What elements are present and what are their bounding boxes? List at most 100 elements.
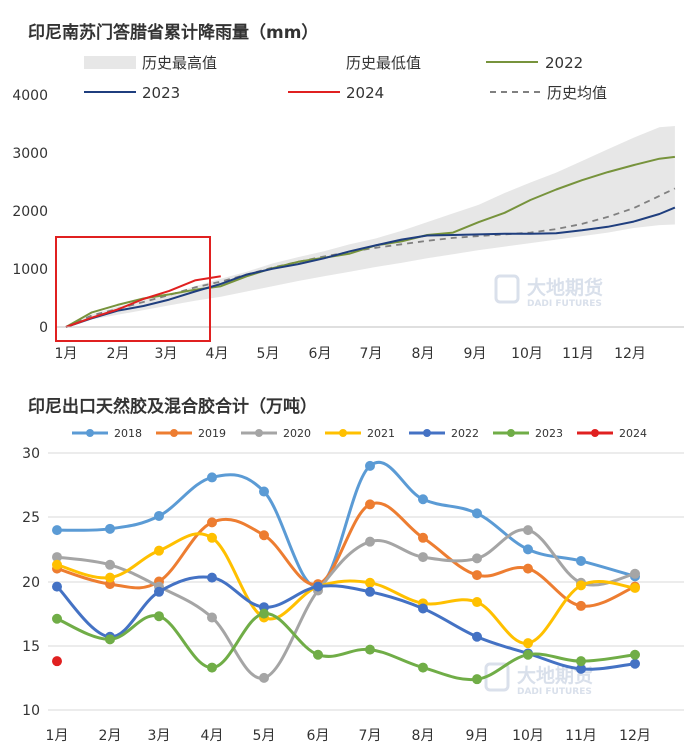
point-2022	[418, 603, 428, 614]
x-tick-label: 4月	[206, 346, 229, 362]
point-2019	[259, 530, 269, 541]
y-tick-label: 20	[22, 575, 40, 591]
rainfall-y-axis: 4000 3000 2000 1000 0	[12, 88, 48, 336]
point-2021	[472, 597, 482, 608]
rainfall-legend: 历史最高值 历史最低值 2022 2023 2024 历史均值	[84, 54, 607, 102]
point-2021	[207, 532, 217, 543]
x-tick-label: 1月	[55, 346, 78, 362]
point-2021	[523, 638, 533, 649]
point-2018	[472, 508, 482, 519]
x-tick-label: 7月	[360, 346, 383, 362]
export-chart: 印尼出口天然胶及混合胶合计（万吨） 2018 2019 2020 2021 2022 20…	[22, 396, 684, 744]
point-2022	[52, 581, 62, 592]
point-2018	[207, 472, 217, 483]
point-2018	[52, 525, 62, 536]
export-plot	[52, 460, 640, 685]
x-tick-label: 10月	[512, 728, 544, 744]
watermark-en: DADI FUTURES	[527, 299, 602, 309]
point-2018	[418, 494, 428, 505]
point-2021	[105, 572, 115, 583]
point-2018	[259, 486, 269, 497]
point-2021	[365, 577, 375, 588]
point-2019	[365, 499, 375, 510]
y-tick-label: 0	[39, 320, 48, 336]
point-2023	[576, 656, 586, 667]
point-2022	[154, 586, 164, 597]
x-tick-label: 3月	[155, 346, 178, 362]
point-2023	[52, 613, 62, 624]
series-line-2024	[65, 275, 221, 328]
x-tick-label: 8月	[412, 728, 435, 744]
point-2020	[259, 672, 269, 683]
series-line-2018	[55, 460, 637, 589]
point-2024	[52, 656, 62, 667]
point-2023	[105, 634, 115, 645]
x-tick-label: 3月	[148, 728, 171, 744]
x-tick-label: 6月	[309, 346, 332, 362]
point-2018	[154, 510, 164, 521]
legend-label-2022: 2022	[545, 54, 583, 72]
point-2023	[630, 649, 640, 660]
point-2020	[105, 559, 115, 570]
x-tick-label: 11月	[565, 728, 597, 744]
legend-marker-2023	[507, 429, 515, 437]
legend-label-hist-max: 历史最高值	[142, 54, 217, 72]
export-y-axis: 30 25 20 15 10	[22, 446, 40, 719]
point-2022	[365, 586, 375, 597]
legend-label-hist-min: 历史最低值	[346, 54, 421, 72]
watermark-cn: 大地期货	[527, 276, 603, 299]
x-tick-label: 9月	[464, 346, 487, 362]
legend-label-2021: 2021	[367, 427, 395, 440]
legend-marker-2018	[86, 429, 94, 437]
y-tick-label: 4000	[12, 88, 48, 104]
point-2019	[207, 517, 217, 528]
legend-marker-2024	[591, 429, 599, 437]
rainfall-chart-title: 印尼南苏门答腊省累计降雨量（mm）	[28, 22, 318, 43]
x-tick-label: 5月	[257, 346, 280, 362]
band-historical-range	[66, 126, 675, 327]
point-2019	[576, 600, 586, 611]
x-tick-label: 2月	[107, 346, 130, 362]
x-tick-label: 8月	[412, 346, 435, 362]
legend-marker-2019	[170, 429, 178, 437]
y-tick-label: 15	[22, 639, 40, 655]
point-2021	[576, 580, 586, 591]
legend-marker-2021	[339, 429, 347, 437]
point-2021	[154, 545, 164, 556]
y-tick-label: 2000	[12, 204, 48, 220]
x-tick-label: 11月	[562, 346, 594, 362]
point-2018	[523, 544, 533, 555]
point-2022	[472, 631, 482, 642]
legend-swatch-hist-max	[84, 56, 136, 69]
point-2023	[472, 674, 482, 685]
y-tick-label: 1000	[12, 262, 48, 278]
point-2020	[365, 536, 375, 547]
x-tick-label: 2月	[99, 728, 122, 744]
export-legend: 2018 2019 2020 2021 2022 2023 2024	[72, 427, 647, 440]
watermark-bottom: 大地期货 DADI FUTURES	[484, 662, 593, 697]
point-2018	[105, 523, 115, 534]
y-tick-label: 10	[22, 703, 40, 719]
point-2023	[365, 644, 375, 655]
point-2019	[418, 532, 428, 543]
x-tick-label: 7月	[359, 728, 382, 744]
point-2020	[523, 525, 533, 536]
watermark-logo-icon	[494, 274, 520, 304]
point-2018	[365, 460, 375, 471]
x-tick-label: 5月	[253, 728, 276, 744]
legend-label-2020: 2020	[283, 427, 311, 440]
legend-marker-2020	[255, 429, 263, 437]
x-tick-label: 1月	[46, 728, 69, 744]
x-tick-label: 6月	[307, 728, 330, 744]
watermark-top: 大地期货 DADI FUTURES	[494, 274, 603, 309]
series-line-hist-avg	[65, 187, 676, 328]
export-x-axis: 1月 2月 3月 4月 5月 6月 7月 8月 9月 10月 11月 12月	[46, 728, 651, 744]
series-line-2023	[65, 206, 676, 328]
legend-label-2022: 2022	[451, 427, 479, 440]
y-tick-label: 3000	[12, 146, 48, 162]
x-tick-label: 12月	[614, 346, 646, 362]
point-2019	[523, 563, 533, 574]
legend-label-2019: 2019	[198, 427, 226, 440]
watermark-cn: 大地期货	[517, 664, 593, 687]
point-2023	[313, 649, 323, 660]
